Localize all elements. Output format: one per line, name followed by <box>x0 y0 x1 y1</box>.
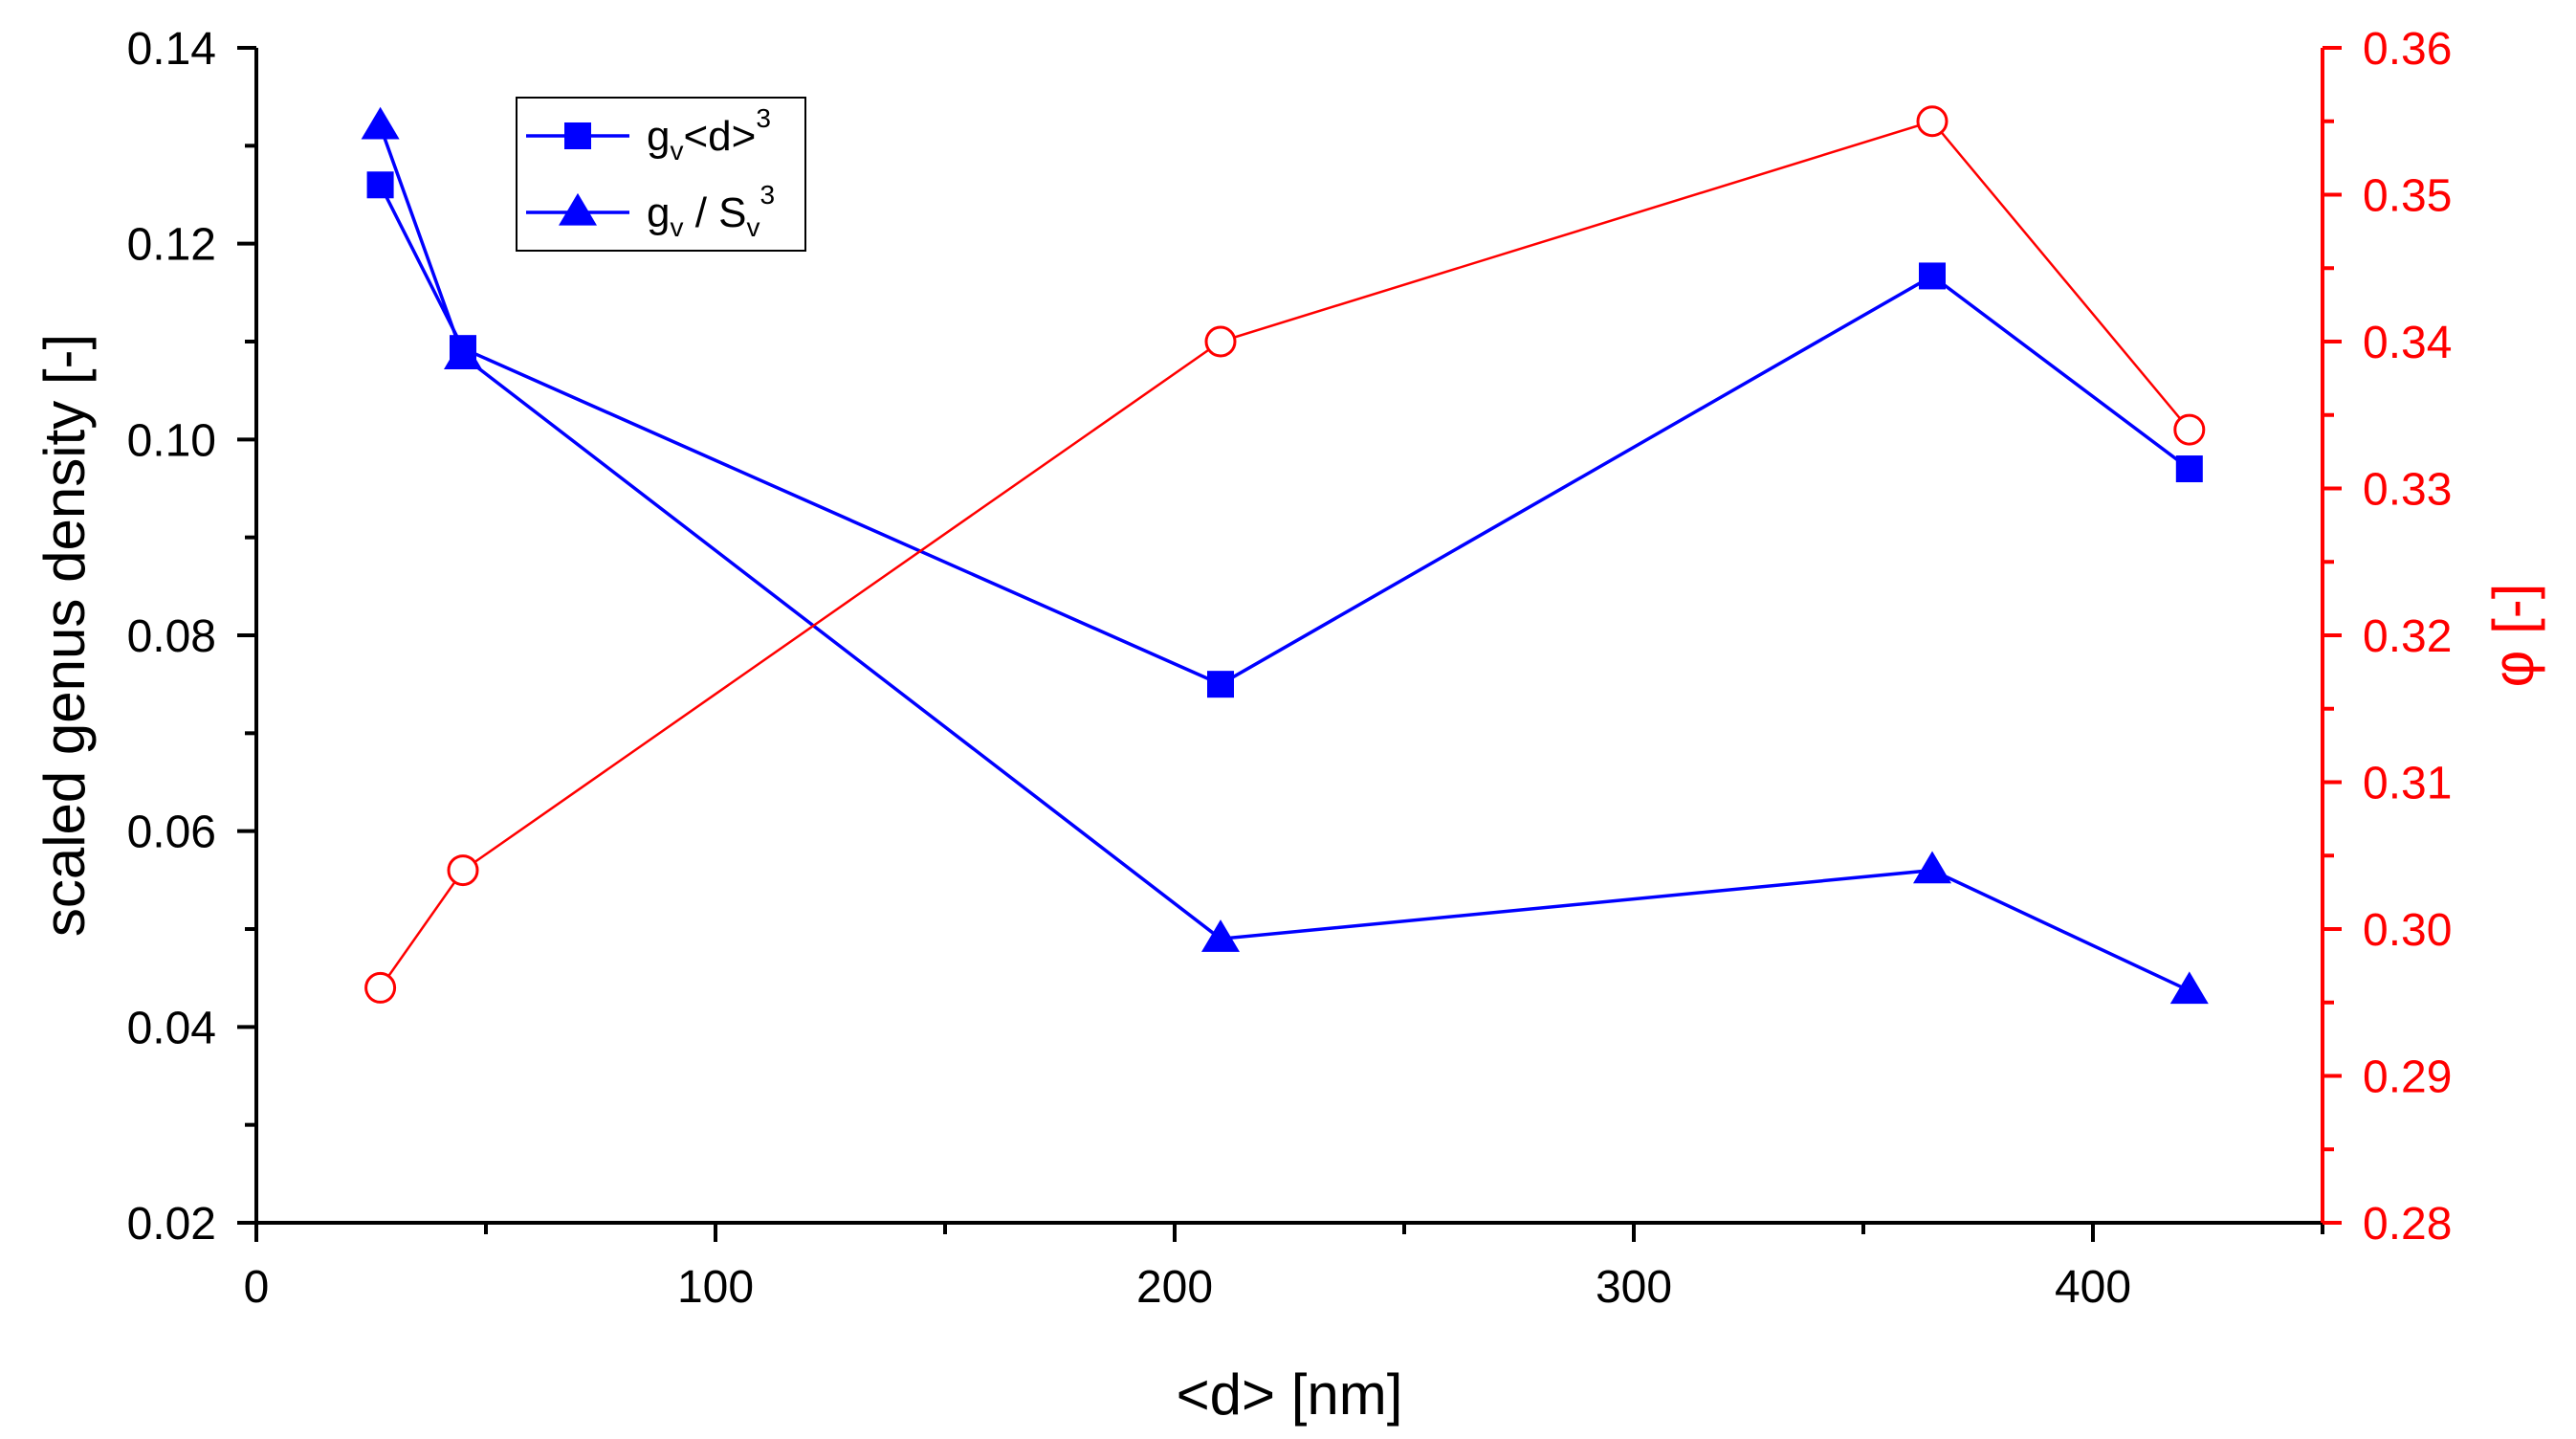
series-1 <box>361 106 2209 1005</box>
x-tick-label: 0 <box>244 1262 270 1313</box>
legend-label-1: gv / Sv3 <box>647 180 775 242</box>
axes-layer: 0 100 200 300 400 0.02 0.04 0.06 0.08 0.10 0.12 0.1… <box>33 24 2545 1427</box>
y-right-axis-title: φ [-] <box>2481 584 2545 688</box>
y-left-axis-title: scaled genus density [-] <box>33 334 97 937</box>
y-right-tick-label: 0.36 <box>2363 24 2452 75</box>
data-point-triangle <box>1201 919 1240 952</box>
legend-sub: v <box>670 136 683 166</box>
series-2 <box>364 105 2206 1004</box>
legend-sub: v <box>747 212 760 242</box>
series-layer <box>361 105 2209 1005</box>
x-axis-title: <d> [nm] <box>1177 1362 1403 1427</box>
data-point-triangle <box>444 337 482 369</box>
data-point-circle <box>2173 413 2206 446</box>
data-point-square <box>2175 455 2203 483</box>
legend-sub: v <box>670 212 683 242</box>
y-right-tick-label: 0.33 <box>2363 465 2452 516</box>
data-point-triangle <box>1913 851 1951 884</box>
data-point-circle <box>447 854 479 887</box>
legend-sup: 3 <box>756 103 771 133</box>
y-left-tick-label: 0.04 <box>127 1003 216 1053</box>
data-point-square <box>366 171 394 199</box>
y-right-tick-label: 0.31 <box>2363 759 2452 809</box>
legend-rest: / S <box>683 189 746 236</box>
x-tick-label: 300 <box>1596 1262 1672 1313</box>
legend-sup: 3 <box>760 180 776 210</box>
data-point-circle <box>1916 105 1949 138</box>
y-left-tick-label: 0.12 <box>127 220 216 271</box>
x-tick-label: 200 <box>1136 1262 1213 1313</box>
y-left-tick-label: 0.06 <box>127 808 216 858</box>
y-right-tick-label: 0.29 <box>2363 1052 2452 1103</box>
series-0 <box>366 171 2203 698</box>
legend-main: g <box>647 113 670 160</box>
y-right-tick-label: 0.34 <box>2363 318 2452 368</box>
data-point-square <box>1207 671 1234 698</box>
x-tick-label: 400 <box>2055 1262 2131 1313</box>
legend-rest: <d> <box>683 113 756 160</box>
legend-marker-square <box>564 122 591 149</box>
y-right-tick-label: 0.28 <box>2363 1199 2452 1250</box>
data-point-circle <box>1204 325 1237 358</box>
series-line-1 <box>378 125 2191 993</box>
series-line-0 <box>379 184 2191 687</box>
y-right-tick-label: 0.32 <box>2363 611 2452 662</box>
data-point-triangle <box>361 106 400 140</box>
legend-marker-triangle <box>559 192 597 226</box>
data-point-square <box>1919 262 1946 290</box>
data-point-triangle <box>2169 971 2209 1005</box>
y-right-tick-label: 0.30 <box>2363 905 2452 956</box>
legend-main: g <box>647 189 670 236</box>
legend: gv<d>3gv / Sv3 <box>516 97 806 252</box>
y-left-tick-label: 0.02 <box>127 1199 216 1250</box>
y-left-tick-label: 0.14 <box>127 24 216 75</box>
x-tick-label: 100 <box>677 1262 754 1313</box>
data-point-circle <box>364 971 397 1004</box>
y-left-tick-label: 0.10 <box>127 415 216 466</box>
legend-label-0: gv<d>3 <box>647 103 771 166</box>
y-left-tick-label: 0.08 <box>127 611 216 662</box>
y-right-tick-label: 0.35 <box>2363 171 2452 222</box>
